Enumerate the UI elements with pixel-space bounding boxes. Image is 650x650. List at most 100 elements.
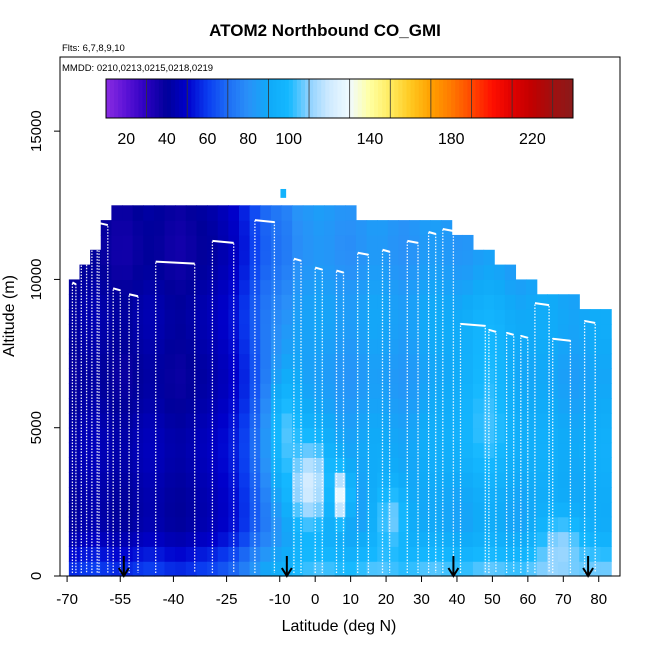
colorbar-frame <box>105 78 574 119</box>
heatmap-cell <box>494 531 506 547</box>
heatmap-cell <box>270 427 283 444</box>
heatmap-cell <box>409 353 421 369</box>
heatmap-cell <box>355 249 368 266</box>
heatmap-cell <box>355 561 368 577</box>
heatmap-cell <box>334 442 346 458</box>
heatmap-cell <box>185 264 198 281</box>
heatmap-cell <box>143 294 155 310</box>
heatmap-cell <box>281 249 293 266</box>
heatmap-cell <box>68 383 81 399</box>
colorbar-swatch <box>337 79 343 118</box>
heatmap-cell <box>536 323 548 340</box>
heatmap-cell <box>377 442 389 458</box>
heatmap-cell <box>472 531 485 547</box>
heatmap-cell <box>334 279 346 295</box>
heatmap-cell <box>111 561 123 577</box>
colorbar-swatch <box>487 79 493 118</box>
heatmap-cell <box>568 442 580 458</box>
heatmap-cell <box>472 516 485 533</box>
colorbar-swatch <box>398 79 403 118</box>
heatmap-cell <box>292 457 304 473</box>
heatmap-cell <box>441 427 453 444</box>
heatmap-cell <box>100 264 112 281</box>
heatmap-cell <box>483 457 495 473</box>
heatmap-cell <box>100 279 112 295</box>
heatmap-cell <box>345 205 357 221</box>
colorbar-swatch <box>106 79 111 118</box>
heatmap-cell <box>100 309 112 325</box>
heatmap-cell <box>324 383 336 399</box>
heatmap-cell <box>313 383 325 399</box>
colorbar-swatch <box>244 79 249 118</box>
heatmap-cell <box>398 383 410 399</box>
heatmap-cell <box>292 338 304 355</box>
heatmap-cell <box>79 472 91 488</box>
heatmap-cell <box>313 412 325 429</box>
plot-frame <box>59 56 621 577</box>
flight-level-leg <box>520 334 529 339</box>
heatmap-cell <box>526 427 538 444</box>
heatmap-cell <box>132 294 144 310</box>
heatmap-cell <box>600 383 612 399</box>
heatmap-cell <box>377 234 389 251</box>
heatmap-cell <box>536 546 548 562</box>
heatmap-cell <box>398 398 410 414</box>
heatmap-cell <box>398 516 410 533</box>
heatmap-cell <box>504 294 517 310</box>
heatmap-cell <box>260 472 272 488</box>
colorbar-swatch <box>491 79 497 118</box>
heatmap-cell <box>270 234 283 251</box>
heatmap-cell <box>175 398 187 414</box>
heatmap-cell <box>207 412 219 429</box>
heatmap-cell <box>536 472 548 488</box>
heatmap-cell <box>79 412 91 429</box>
heatmap-cell <box>536 442 548 458</box>
heatmap-cell <box>398 264 410 281</box>
heatmap-cell <box>451 234 463 251</box>
heatmap-cell <box>175 531 187 547</box>
heatmap-cell <box>409 338 421 355</box>
colorbar-swatch <box>313 79 318 118</box>
heatmap-cell <box>366 309 378 325</box>
heatmap-cell <box>260 546 272 562</box>
heatmap-cell <box>292 353 304 369</box>
heatmap-cell <box>100 294 112 310</box>
heatmap-cell <box>153 234 166 251</box>
colorbar-tick-label: 40 <box>158 131 176 148</box>
heatmap-cell <box>568 427 580 444</box>
heatmap-cell <box>441 561 453 577</box>
heatmap-cell <box>526 294 538 310</box>
x-tick-label: -40 <box>163 591 185 608</box>
heatmap-cell <box>355 487 368 503</box>
flight-level-leg <box>314 266 323 271</box>
heatmap-cell <box>281 457 293 473</box>
heatmap-cell <box>90 338 102 355</box>
heatmap-cell <box>441 383 453 399</box>
heatmap-cell <box>451 368 463 384</box>
heatmap-cell <box>430 294 442 310</box>
heatmap-cell <box>164 487 176 503</box>
colorbar-swatch <box>548 79 554 118</box>
heatmap-cell <box>324 561 336 577</box>
heatmap-cell <box>122 383 134 399</box>
heatmap-cell <box>260 309 272 325</box>
heatmap-cell <box>153 264 166 281</box>
heatmap-cell <box>132 353 144 369</box>
colorbar-swatch <box>471 79 477 118</box>
colorbar-swatch <box>166 79 172 118</box>
heatmap-cell <box>451 472 463 488</box>
heatmap-cell <box>377 427 389 444</box>
heatmap-cell <box>334 427 346 444</box>
heatmap-cell <box>281 220 293 236</box>
heatmap-cell <box>68 531 81 547</box>
heatmap-cell <box>217 501 229 518</box>
heatmap-cell <box>557 457 570 473</box>
heatmap-cell <box>260 220 272 236</box>
heatmap-cell <box>68 368 81 384</box>
heatmap-cell <box>228 205 240 221</box>
heatmap-cell <box>557 412 570 429</box>
heatmap-cell <box>260 323 272 340</box>
heatmap-cell <box>111 323 123 340</box>
heatmap-cell <box>430 309 442 325</box>
heatmap-cell <box>536 531 548 547</box>
